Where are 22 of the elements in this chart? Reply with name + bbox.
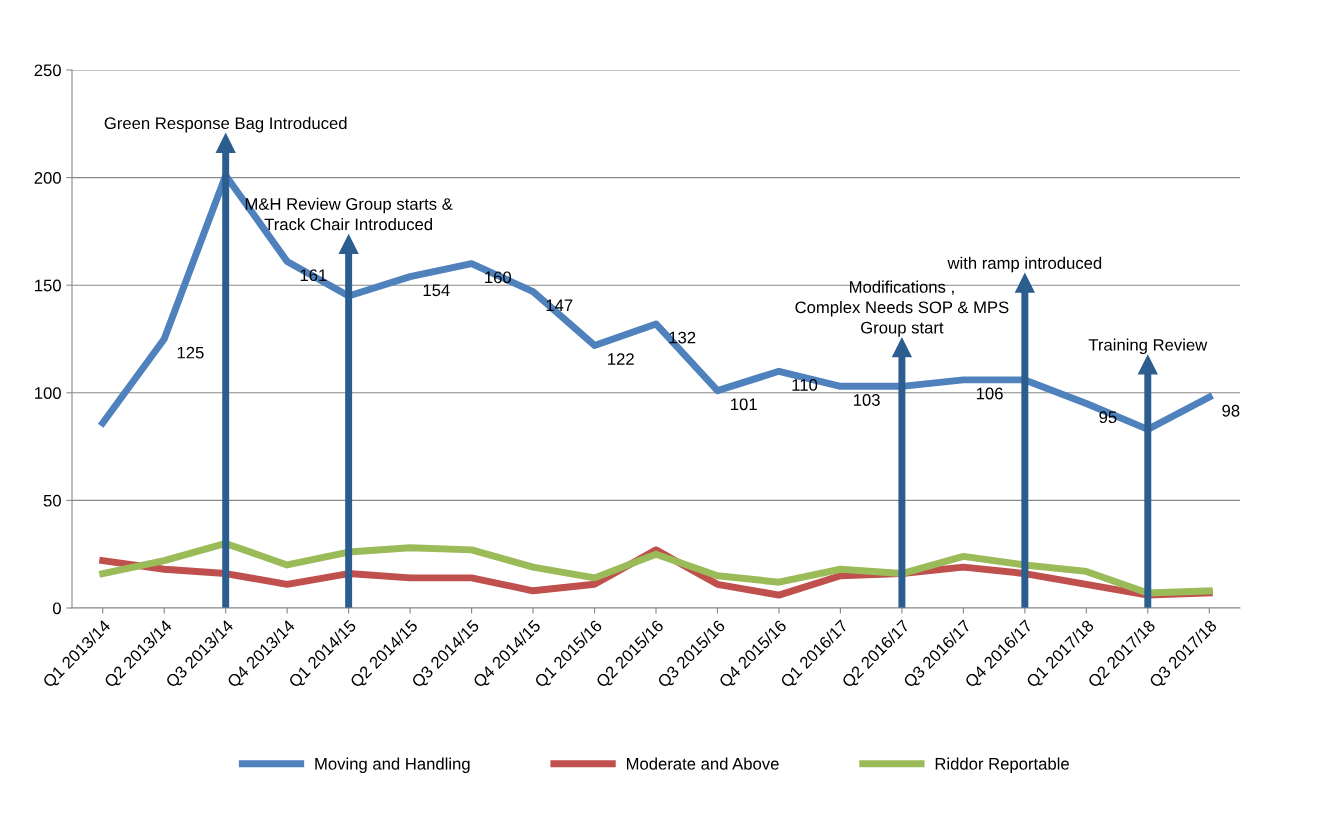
data-label: 110 <box>792 379 818 391</box>
data-label: 101 <box>731 398 757 411</box>
y-tick-label: 150 <box>35 279 61 292</box>
legend-label: Moderate and Above <box>626 757 779 770</box>
ref-line-label: Green Response Bag Introduced <box>104 116 347 133</box>
y-tick-label: 50 <box>43 494 61 507</box>
ref-line-label: Training Review <box>1088 338 1208 355</box>
data-label: 125 <box>177 346 204 359</box>
data-label: 122 <box>608 353 634 365</box>
y-tick-label: 250 <box>34 64 61 77</box>
y-tick-label: 100 <box>35 387 61 399</box>
data-label: 161 <box>300 269 327 282</box>
y-tick-label: 0 <box>52 602 61 615</box>
ref-line-label: Modifications , Complex Needs SOP & MPS Group start <box>795 280 1009 337</box>
legend-label: Moving and Handling <box>315 757 470 774</box>
y-tick-label: 200 <box>34 172 61 184</box>
legend-label: Riddor Reportable <box>935 757 1069 774</box>
data-label: 98 <box>1222 404 1240 417</box>
data-label: 106 <box>976 387 1003 400</box>
data-label: 103 <box>853 394 880 406</box>
ref-line-label: with ramp introduced <box>947 256 1102 273</box>
data-label: 154 <box>423 284 450 297</box>
